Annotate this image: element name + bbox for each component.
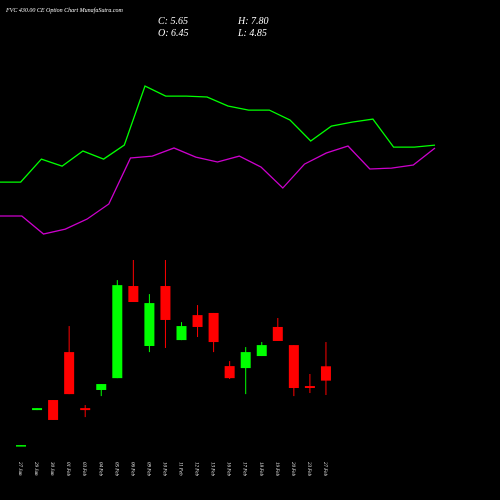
header-open: O: 6.45 <box>158 28 189 39</box>
header-close: C: 5.65 <box>158 16 188 27</box>
indicator-line <box>0 145 436 235</box>
x-tick-label: 23 Feb <box>306 462 311 477</box>
candle-body <box>80 408 91 411</box>
x-tick-label: 10 Feb <box>161 462 166 477</box>
x-tick-label: 19 Feb <box>274 462 279 477</box>
x-tick-label: 18 Feb <box>258 462 263 477</box>
x-tick-label: 27 Jan <box>17 462 22 476</box>
candle-body <box>304 386 315 389</box>
x-tick-label: 11 Feb <box>178 462 183 476</box>
x-tick-label: 01 Feb <box>65 462 70 477</box>
x-tick-label: 20 Feb <box>290 462 295 477</box>
candle-body <box>288 345 299 389</box>
candle-body <box>32 408 43 411</box>
candle-body <box>256 345 267 357</box>
candle-body <box>192 315 203 327</box>
x-tick-label: 27 Feb <box>322 462 327 477</box>
x-tick-label: 13 Feb <box>210 462 215 477</box>
candle-body <box>96 384 107 390</box>
x-tick-label: 16 Feb <box>226 462 231 477</box>
indicator-line <box>0 85 436 183</box>
candle-body <box>320 366 331 381</box>
candle-body <box>64 352 75 395</box>
candle-body <box>176 326 187 341</box>
x-tick-label: 17 Feb <box>242 462 247 477</box>
candle-body <box>224 366 235 379</box>
chart-title: FVC 430.00 CE Option Chart MunafaSutra.c… <box>5 7 124 14</box>
x-tick-label: 03 Feb <box>81 462 86 477</box>
candle-body <box>240 352 251 369</box>
candle-body <box>16 445 26 447</box>
candle-body <box>112 285 123 379</box>
x-tick-label: 30 Jan <box>49 462 54 476</box>
candle-body <box>272 326 283 341</box>
candle-body <box>208 312 219 343</box>
x-tick-label: 09 Feb <box>145 462 150 477</box>
header-high: H: 7.80 <box>237 16 269 27</box>
candle-body <box>160 286 171 320</box>
x-tick-label: 05 Feb <box>113 462 118 477</box>
candle-body <box>144 303 155 346</box>
header-low: L: 4.85 <box>237 28 267 39</box>
candle-body <box>128 286 139 303</box>
x-tick-label: 04 Feb <box>97 462 102 477</box>
x-tick-label: 29 Jan <box>33 462 38 476</box>
candle-body <box>48 400 59 420</box>
x-tick-label: 06 Feb <box>129 462 134 477</box>
x-tick-label: 12 Feb <box>194 462 199 477</box>
